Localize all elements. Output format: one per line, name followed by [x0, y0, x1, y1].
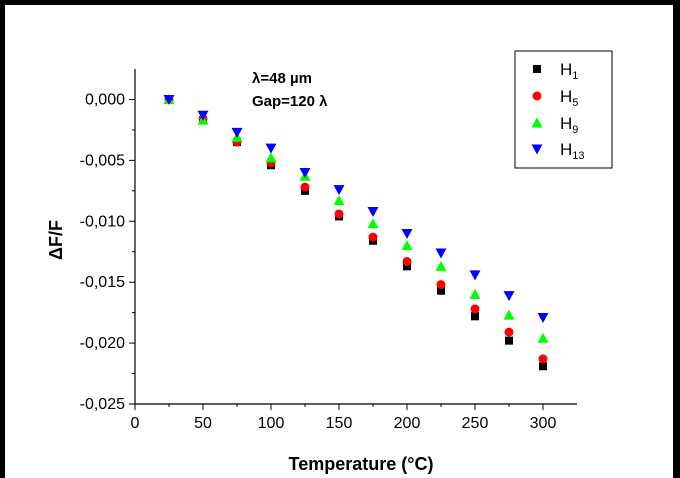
data-point-triangle-up	[435, 260, 447, 271]
y-tick-label: -0,005	[80, 152, 125, 169]
data-points	[163, 93, 549, 371]
data-point-square	[403, 262, 411, 271]
ticks: 0 50 100 150 200 250 300 0,000 -0,005 -0,010 -0,01…	[80, 91, 557, 432]
data-point-square	[505, 336, 513, 345]
y-axis-title-main: F/F	[46, 220, 66, 247]
legend-label-subscript: 13	[572, 150, 584, 162]
data-point-triangle-down	[537, 313, 549, 324]
data-point-square	[437, 286, 445, 295]
x-tick-label: 50	[194, 415, 212, 432]
data-point-triangle-down	[163, 94, 175, 105]
y-tick-label: -0,010	[80, 213, 125, 230]
legend-label: H1	[560, 60, 578, 82]
data-point-triangle-down	[299, 168, 311, 179]
data-point-circle	[504, 327, 514, 337]
data-point-circle	[538, 354, 548, 364]
x-tick-label: 300	[530, 415, 557, 432]
x-tick-label: 250	[462, 415, 489, 432]
y-axis-title: ΔF/F	[46, 220, 66, 260]
legend-marker-triangle-down	[531, 144, 543, 155]
legend-label-subscript: 1	[572, 70, 578, 82]
data-point-circle	[368, 232, 378, 242]
y-axis-title-delta: Δ	[46, 247, 66, 260]
legend-label-main: H	[560, 87, 572, 106]
data-point-circle	[402, 256, 412, 266]
legend-label-subscript: 5	[572, 97, 578, 109]
data-point-triangle-down	[435, 248, 447, 259]
y-tick-label: 0,000	[85, 91, 125, 108]
data-point-triangle-down	[231, 127, 243, 138]
data-point-triangle-up	[537, 332, 549, 343]
y-tick-label: -0,020	[80, 335, 125, 352]
x-tick-label: 0	[131, 415, 140, 432]
data-point-circle	[334, 209, 344, 219]
legend-marker-circle	[532, 91, 542, 101]
x-tick-label: 150	[326, 415, 353, 432]
data-point-triangle-down	[367, 207, 379, 218]
data-point-triangle-down	[333, 185, 345, 196]
axes	[134, 69, 577, 405]
y-tick-label: -0,015	[80, 274, 125, 291]
legend-label: H9	[560, 114, 578, 136]
data-point-triangle-up	[401, 240, 413, 251]
data-point-triangle-up	[503, 309, 515, 320]
data-point-square	[539, 362, 547, 371]
legend-box	[514, 50, 613, 169]
legend-marker-square	[533, 65, 541, 73]
legend-marker-triangle-up	[531, 117, 543, 128]
legend-label-main: H	[560, 140, 572, 159]
data-point-triangle-up	[333, 195, 345, 206]
data-point-triangle-down	[469, 270, 481, 281]
data-point-square	[471, 312, 479, 321]
x-axis-title: Temperature (°C)	[289, 454, 434, 474]
data-point-triangle-down	[401, 228, 413, 239]
legend-label-main: H	[560, 114, 572, 133]
y-tick-label: -0,025	[80, 396, 125, 413]
annotation-gap: Gap=120 λ	[252, 93, 328, 110]
data-point-circle	[436, 280, 446, 290]
data-point-triangle-down	[197, 110, 209, 121]
annotation-wavelength: λ=48 µm	[252, 70, 312, 87]
legend-label: H5	[560, 87, 578, 109]
data-point-circle	[470, 304, 480, 314]
legend-label: H13	[560, 140, 585, 162]
data-point-triangle-up	[469, 288, 481, 299]
data-point-triangle-up	[367, 218, 379, 229]
data-point-triangle-up	[265, 152, 277, 163]
legend-label-subscript: 9	[572, 124, 578, 136]
legend-label-main: H	[560, 60, 572, 79]
x-tick-label: 200	[394, 415, 421, 432]
data-point-circle	[300, 182, 310, 192]
data-point-triangle-down	[265, 143, 277, 154]
data-point-triangle-down	[503, 291, 515, 302]
x-tick-label: 100	[258, 415, 285, 432]
